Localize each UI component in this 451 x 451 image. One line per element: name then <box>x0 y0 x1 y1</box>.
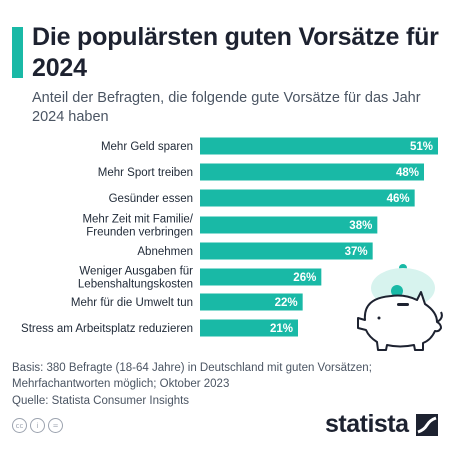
chart-footer: Basis: 380 Befragte (18-64 Jahre) in Deu… <box>12 360 412 409</box>
bar-1 <box>200 163 424 181</box>
license-icons: cc i = <box>12 418 63 433</box>
basis-line-1: Basis: 380 Befragte (18-64 Jahre) in Deu… <box>12 362 372 374</box>
bar-chart: 51% Mehr Geld sparen 48% Mehr Sport treiben… <box>21 137 438 337</box>
value-label-5: 26% <box>293 272 316 284</box>
chart-subtitle: Anteil der Befragten, die folgende gute … <box>32 90 421 125</box>
piggy-bank-icon <box>357 264 443 351</box>
bar-3 <box>200 216 378 234</box>
category-label-0: Mehr Geld sparen <box>101 141 193 153</box>
category-label-1: Mehr Sport treiben <box>98 167 193 179</box>
category-label-4: Abnehmen <box>137 246 193 258</box>
cc-icon: cc <box>12 418 27 433</box>
value-label-0: 51% <box>410 141 433 153</box>
category-label-5: Weniger Ausgaben für Lebenshaltungskosten <box>78 266 193 291</box>
category-label-7: Stress am Arbeitsplatz reduzieren <box>21 323 193 335</box>
source-line: Quelle: Statista Consumer Insights <box>12 395 190 407</box>
value-label-6: 22% <box>275 297 298 309</box>
no-derivatives-icon: = <box>48 418 63 433</box>
value-label-3: 38% <box>349 220 372 232</box>
attribution-icon: i <box>30 418 45 433</box>
bar-5 <box>200 268 322 286</box>
bar-7 <box>200 319 298 337</box>
statista-logo-icon <box>416 414 438 436</box>
value-label-4: 37% <box>345 246 368 258</box>
bar-6 <box>200 293 303 311</box>
value-label-1: 48% <box>396 167 419 179</box>
statista-logo-text: statista <box>325 410 409 438</box>
chart-title: Die populärsten guten Vorsätze für 2024 <box>32 23 439 82</box>
bar-2 <box>200 189 415 207</box>
bar-0 <box>200 137 438 155</box>
title-accent-bar <box>12 27 23 78</box>
value-label-7: 21% <box>270 323 293 335</box>
basis-line-2: Mehrfachantworten möglich; Oktober 2023 <box>12 378 230 390</box>
bar-4 <box>200 242 373 260</box>
category-label-2: Gesünder essen <box>109 193 193 205</box>
value-label-2: 46% <box>387 193 410 205</box>
category-label-3: Mehr Zeit mit Familie/Freunden verbringe… <box>82 214 193 239</box>
category-label-6: Mehr für die Umwelt tun <box>71 297 193 309</box>
